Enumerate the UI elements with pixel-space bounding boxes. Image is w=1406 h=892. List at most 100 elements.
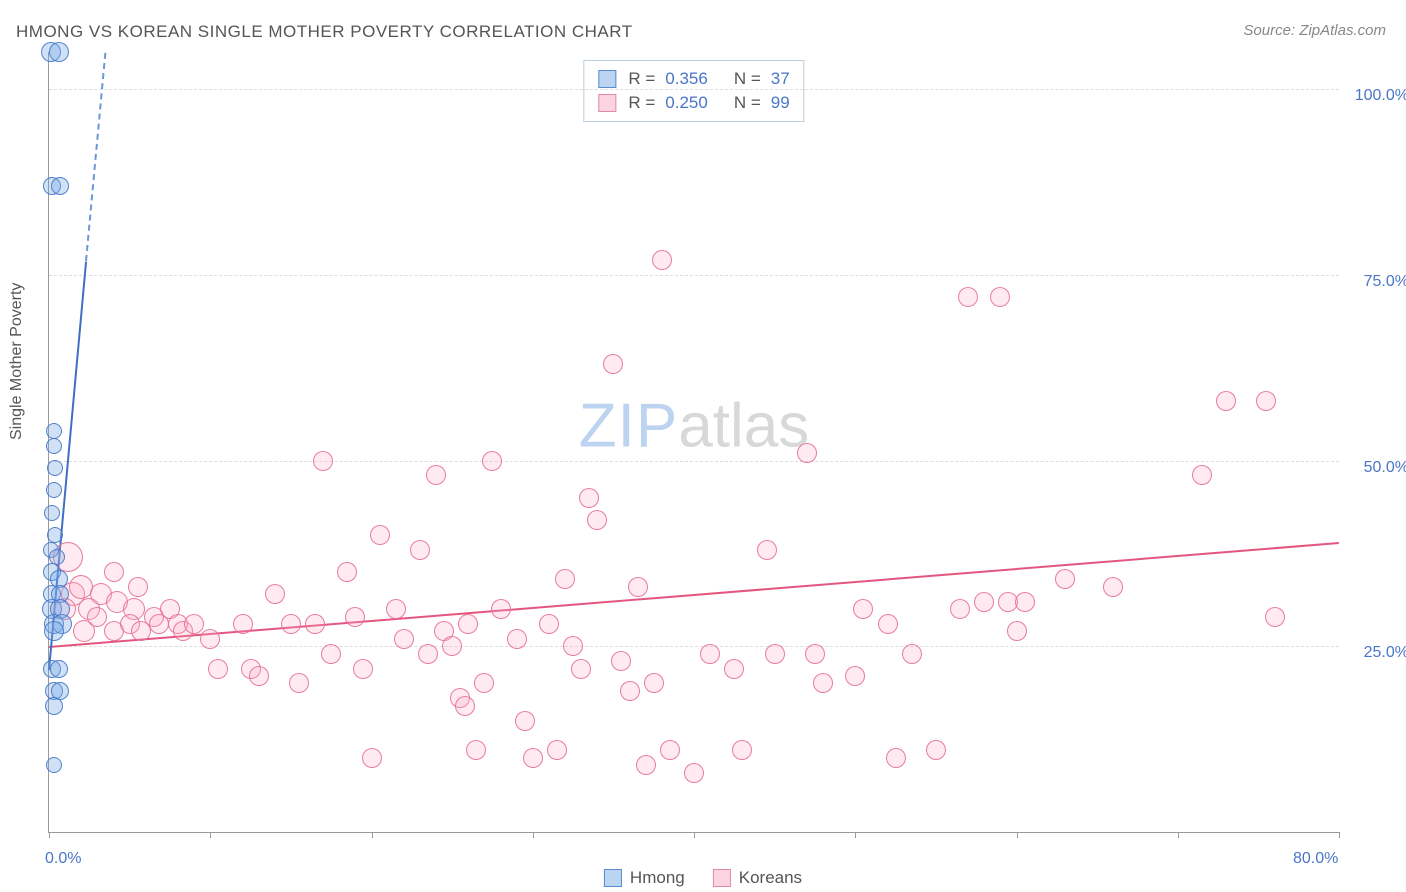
scatter-point [45,697,63,715]
scatter-point [233,614,253,634]
gridline-h [49,89,1339,90]
scatter-point [797,443,817,463]
xtick [1178,832,1179,838]
ytick-label: 75.0% [1349,273,1406,291]
scatter-point [603,354,623,374]
scatter-point [442,636,462,656]
scatter-point [337,562,357,582]
scatter-point [845,666,865,686]
scatter-point [732,740,752,760]
r-label: R = [628,67,655,91]
scatter-point [547,740,567,760]
source-label: Source: ZipAtlas.com [1243,22,1386,39]
scatter-point [620,681,640,701]
scatter-point [50,660,68,678]
legend-label-hmong: Hmong [630,868,685,888]
scatter-point [370,525,390,545]
scatter-point [700,644,720,664]
scatter-point [47,460,63,476]
legend-item-korean: Koreans [713,868,802,888]
scatter-point [628,577,648,597]
scatter-point [426,465,446,485]
hmong-n-value: 37 [771,67,790,91]
scatter-point [184,614,204,634]
scatter-point [587,510,607,530]
scatter-point [474,673,494,693]
xtick [210,832,211,838]
scatter-point [46,482,62,498]
scatter-point [289,673,309,693]
xtick [855,832,856,838]
scatter-point [644,673,664,693]
korean-n-value: 99 [771,91,790,115]
scatter-point [1192,465,1212,485]
watermark: ZIPatlas [579,391,809,462]
xtick [694,832,695,838]
scatter-point [491,599,511,619]
xtick [1339,832,1340,838]
scatter-point [853,599,873,619]
scatter-point [128,577,148,597]
scatter-point [49,42,69,62]
scatter-point [555,569,575,589]
legend-series: Hmong Koreans [604,868,802,888]
n-label: N = [734,67,761,91]
scatter-point [455,696,475,716]
scatter-point [466,740,486,760]
scatter-point [104,562,124,582]
scatter-point [990,287,1010,307]
scatter-point [46,757,62,773]
xtick [533,832,534,838]
legend-item-hmong: Hmong [604,868,685,888]
scatter-point [515,711,535,731]
scatter-point [878,614,898,634]
legend-stats: R = 0.356 N = 37 R = 0.250 N = 99 [583,60,804,122]
scatter-point [579,488,599,508]
swatch-korean [598,94,616,112]
scatter-point [902,644,922,664]
legend-stats-hmong: R = 0.356 N = 37 [598,67,789,91]
scatter-point [265,584,285,604]
scatter-point [1007,621,1027,641]
scatter-point [636,755,656,775]
scatter-point [386,599,406,619]
y-axis-label: Single Mother Poverty [8,283,26,440]
chart-container: HMONG VS KOREAN SINGLE MOTHER POVERTY CO… [0,0,1406,892]
scatter-point [87,607,107,627]
gridline-h [49,646,1339,647]
swatch-hmong [598,70,616,88]
scatter-point [571,659,591,679]
scatter-point [44,505,60,521]
scatter-point [345,607,365,627]
korean-r-value: 0.250 [665,91,708,115]
xtick [372,832,373,838]
source-name: ZipAtlas.com [1299,22,1386,39]
hmong-r-value: 0.356 [665,67,708,91]
scatter-point [51,177,69,195]
scatter-point [313,451,333,471]
watermark-atlas: atlas [678,392,809,461]
scatter-point [507,629,527,649]
ytick-label: 100.0% [1349,87,1406,105]
xtick-label: 0.0% [45,850,81,868]
scatter-point [418,644,438,664]
legend-stats-korean: R = 0.250 N = 99 [598,91,789,115]
scatter-point [1256,391,1276,411]
legend-label-korean: Koreans [739,868,802,888]
gridline-h [49,461,1339,462]
scatter-point [757,540,777,560]
xtick-label: 80.0% [1293,850,1338,868]
trend-line [85,53,106,261]
scatter-point [1055,569,1075,589]
scatter-point [523,748,543,768]
xtick [1017,832,1018,838]
xtick [49,832,50,838]
scatter-point [660,740,680,760]
source-prefix: Source: [1243,22,1299,39]
swatch-hmong [604,869,622,887]
scatter-point [563,636,583,656]
swatch-korean [713,869,731,887]
scatter-point [724,659,744,679]
scatter-point [765,644,785,664]
scatter-point [353,659,373,679]
